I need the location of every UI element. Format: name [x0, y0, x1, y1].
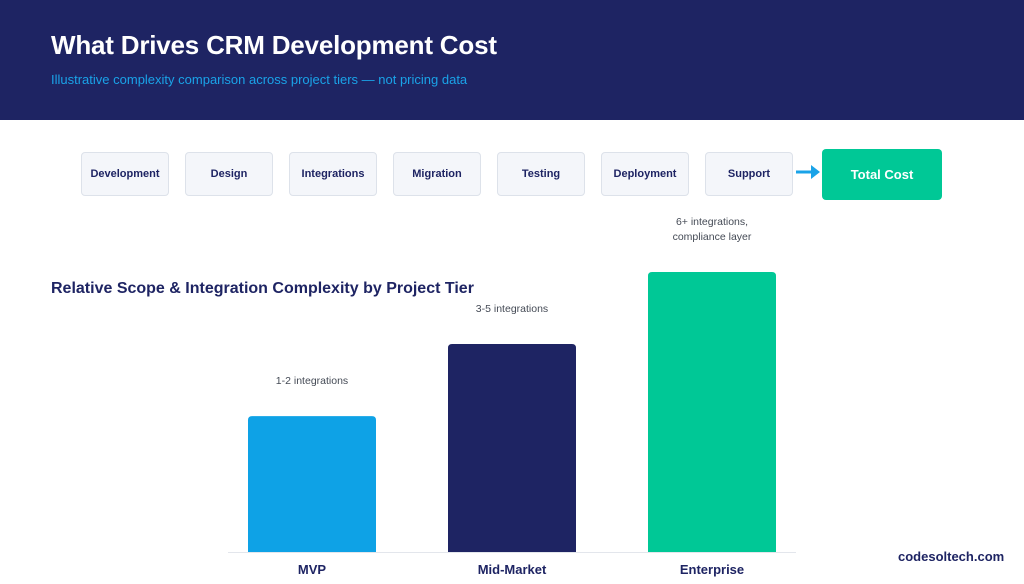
bar-annotation: 1-2 integrations [276, 375, 348, 387]
brand-label: codesoltech.com [898, 549, 1005, 564]
step-development: Development [81, 152, 169, 196]
cost-driver-flow: Development Design Integrations Migratio… [0, 149, 1024, 202]
step-deployment: Deployment [601, 152, 689, 196]
bar-annotation: 3-5 integrations [476, 303, 548, 315]
arrow-right-icon [796, 165, 820, 179]
total-cost-box: Total Cost [822, 149, 942, 200]
bar-annotation: compliance layer [673, 231, 752, 243]
category-label: Enterprise [680, 562, 744, 577]
page-title: What Drives CRM Development Cost [51, 30, 497, 60]
bar-mid-market [448, 344, 576, 552]
bar-annotation: 6+ integrations, [676, 216, 748, 228]
category-label: Mid-Market [478, 562, 547, 577]
bar-enterprise [648, 272, 776, 552]
category-label: MVP [298, 562, 327, 577]
step-integrations: Integrations [289, 152, 377, 196]
step-support: Support [705, 152, 793, 196]
header-banner: What Drives CRM Development Cost Illustr… [0, 0, 1024, 120]
bar-mvp [248, 416, 376, 552]
page-subtitle: Illustrative complexity comparison acros… [51, 72, 468, 87]
step-testing: Testing [497, 152, 585, 196]
step-design: Design [185, 152, 273, 196]
chart-title: Relative Scope & Integration Complexity … [51, 280, 474, 297]
step-migration: Migration [393, 152, 481, 196]
